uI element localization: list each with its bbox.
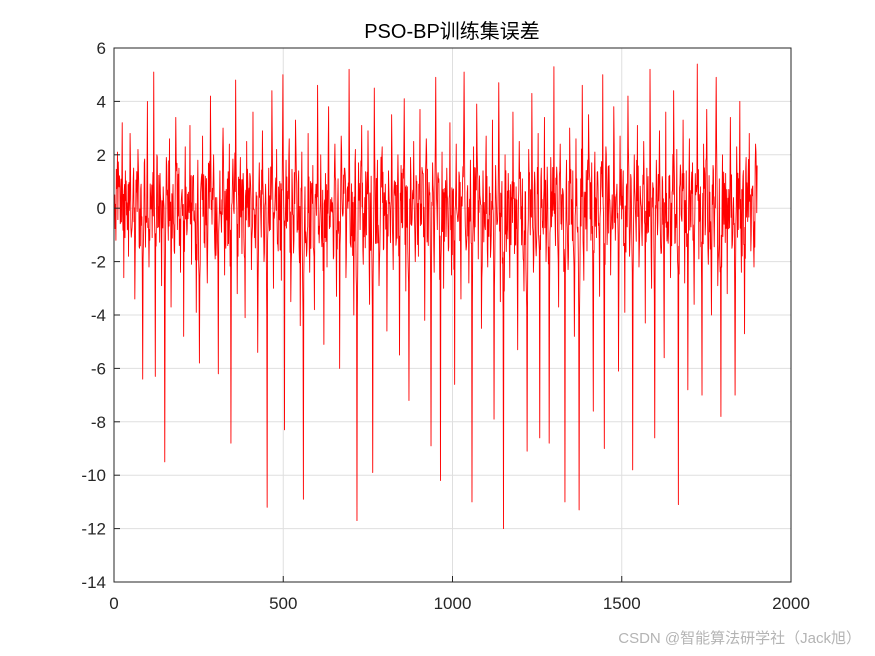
x-tick-label: 2000 bbox=[772, 594, 810, 613]
y-tick-label: -2 bbox=[91, 253, 106, 272]
x-tick-label: 1000 bbox=[434, 594, 472, 613]
y-axis-ticks: 6 4 2 0 -2 -4 -6 -8 -10 -12 -14 bbox=[81, 39, 120, 592]
series-group bbox=[113, 63, 758, 530]
x-tick-label: 1500 bbox=[603, 594, 641, 613]
y-tick-label: 4 bbox=[97, 92, 106, 111]
y-tick-label: -8 bbox=[91, 413, 106, 432]
y-tick-label: -4 bbox=[91, 306, 106, 325]
chart-title: PSO-BP训练集误差 bbox=[364, 20, 540, 43]
watermark: CSDN @智能算法研学社（Jack旭） bbox=[618, 630, 861, 647]
y-tick-label: -6 bbox=[91, 359, 106, 378]
error-series-line bbox=[113, 63, 758, 530]
y-tick-label: -14 bbox=[81, 573, 106, 592]
x-tick-label: 0 bbox=[109, 594, 118, 613]
y-tick-label: -10 bbox=[81, 466, 106, 485]
x-tick-label: 500 bbox=[269, 594, 297, 613]
y-tick-label: -12 bbox=[81, 520, 106, 539]
y-tick-label: 6 bbox=[97, 39, 106, 58]
y-tick-label: 0 bbox=[97, 199, 106, 218]
y-tick-label: 2 bbox=[97, 146, 106, 165]
x-axis-ticks: 0 500 1000 1500 2000 bbox=[109, 576, 810, 613]
